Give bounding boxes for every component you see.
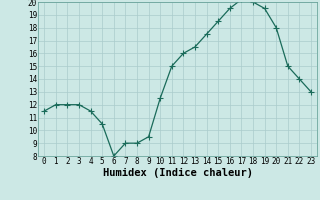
X-axis label: Humidex (Indice chaleur): Humidex (Indice chaleur) — [103, 168, 252, 178]
